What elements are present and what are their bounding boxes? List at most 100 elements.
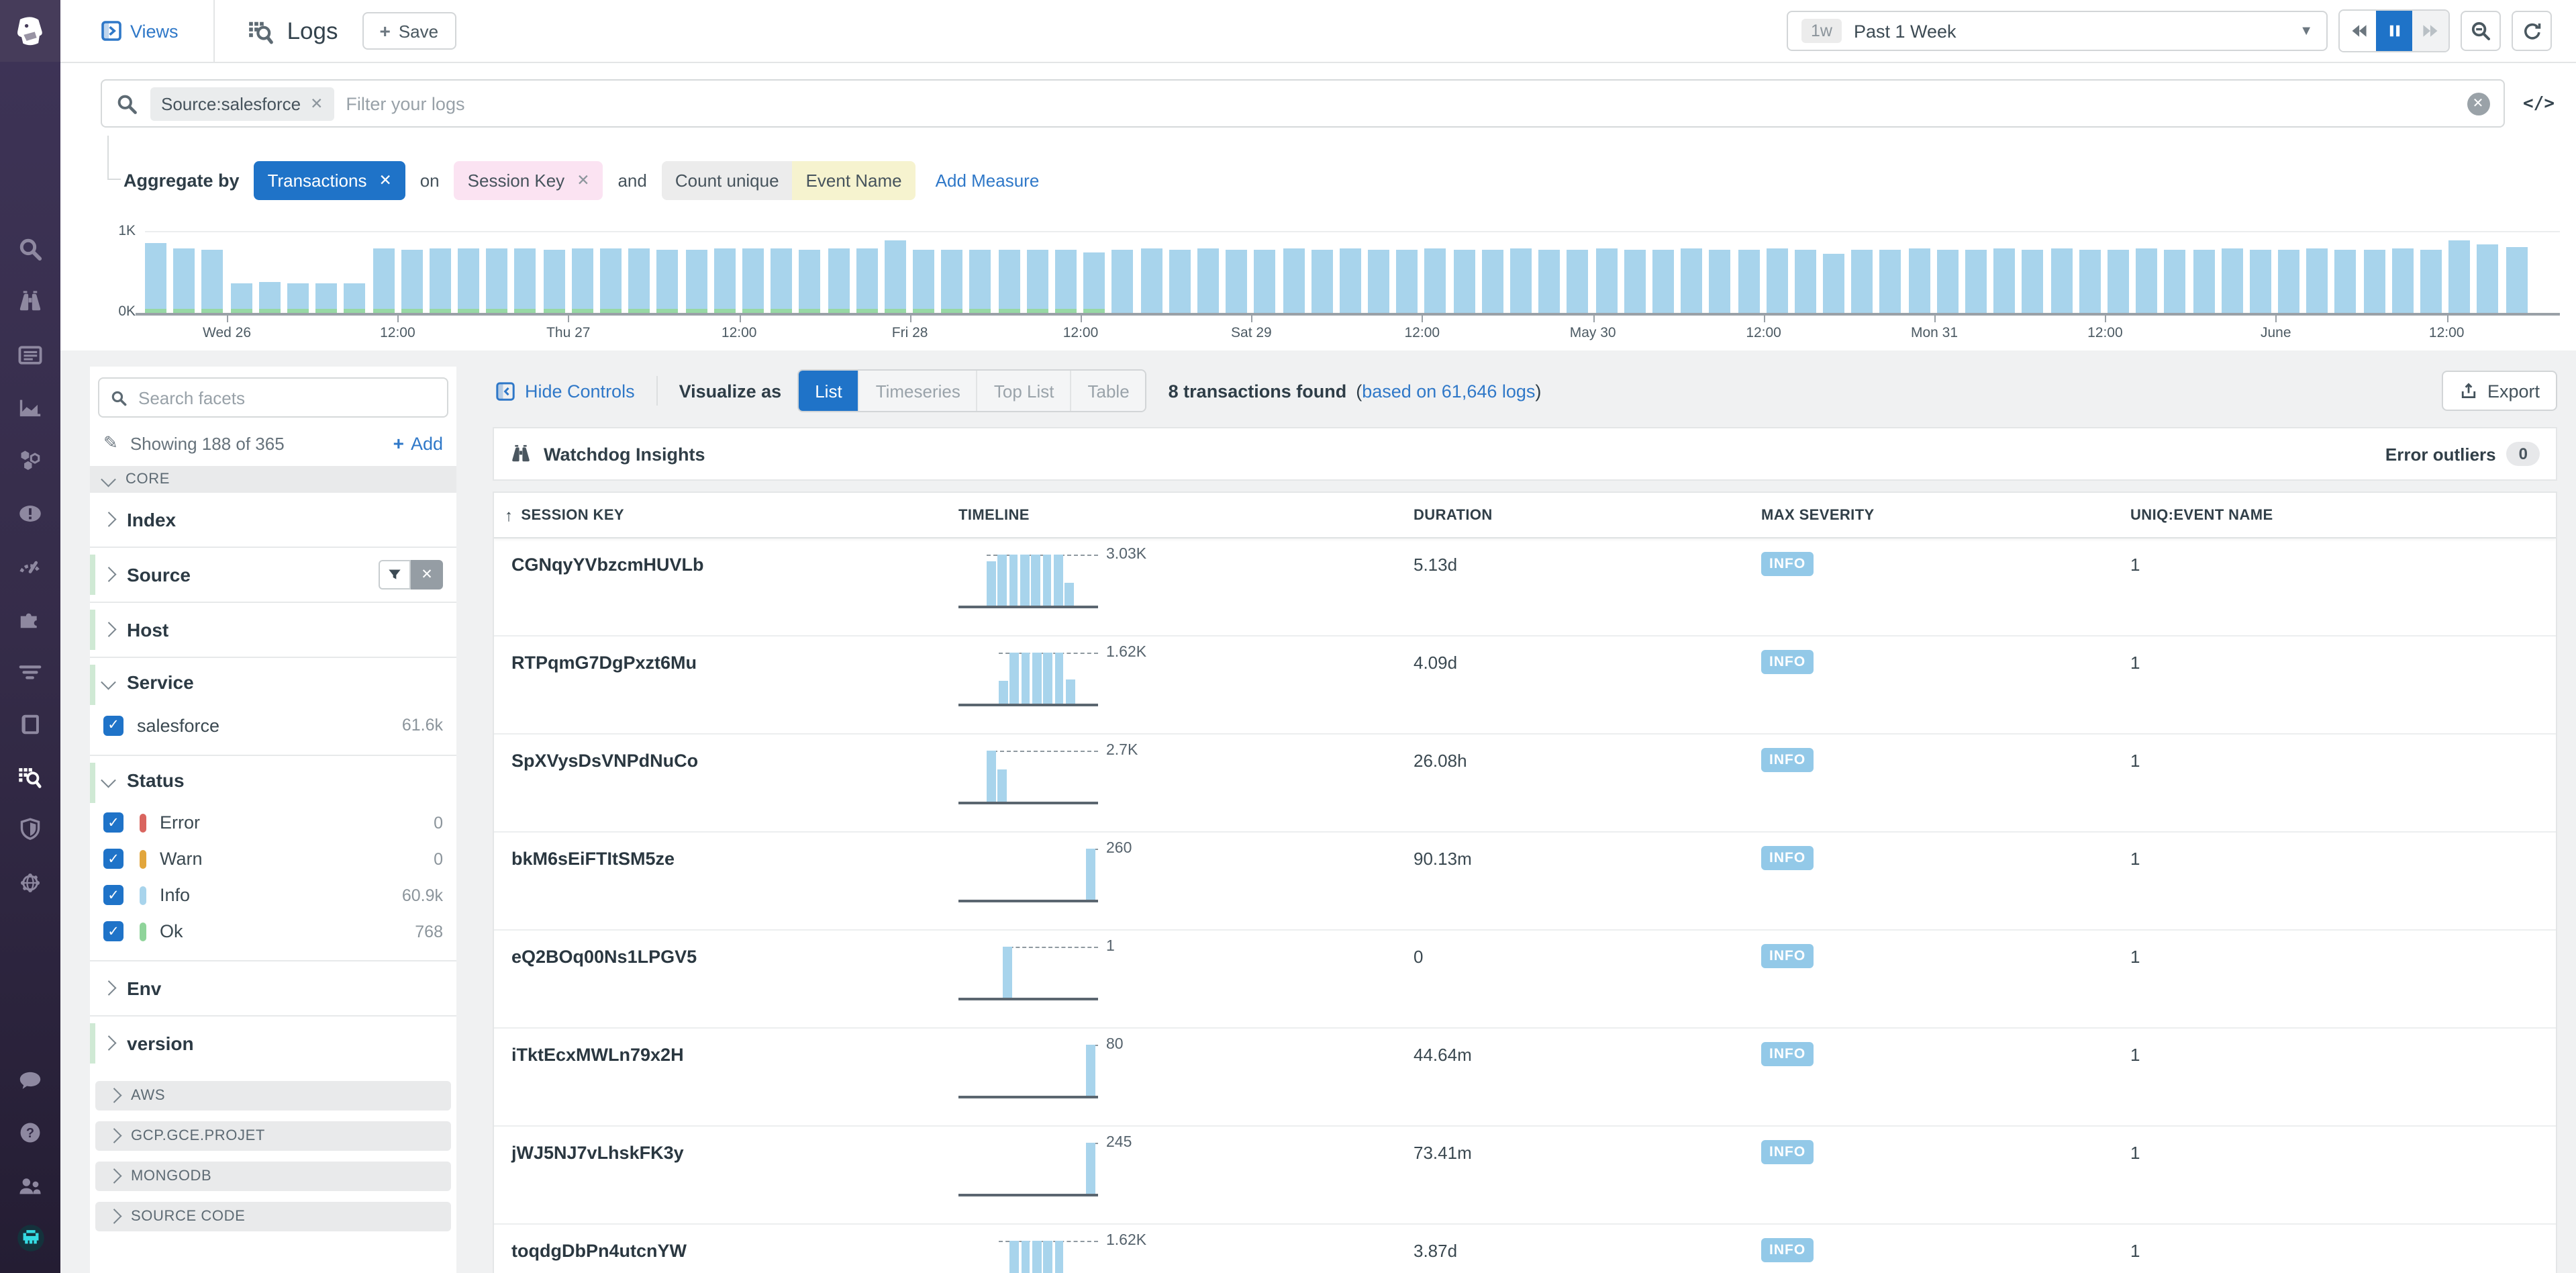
table-row[interactable]: iTktEcxMWLn79x2H 80 44.64m INFO 1 — [494, 1029, 2556, 1127]
nav-item-users[interactable] — [0, 1160, 60, 1213]
histogram-bar[interactable] — [2278, 249, 2300, 313]
table-row[interactable]: jWJ5NJ7vLhskFK3y 245 73.41m INFO 1 — [494, 1127, 2556, 1225]
histogram-bar[interactable] — [1538, 249, 1561, 313]
nav-item-help[interactable]: ? — [0, 1106, 60, 1160]
histogram-bar[interactable] — [1766, 248, 1788, 313]
histogram-bar[interactable] — [2448, 240, 2471, 313]
checkbox-checked[interactable]: ✓ — [103, 885, 123, 905]
histogram-bar[interactable] — [230, 283, 252, 313]
log-volume-chart[interactable]: 1K 0K Wed 26 12:00 Thu 27 12:00 Fri 28 12:00 S… — [60, 216, 2576, 350]
visualize-mode-top-list[interactable]: Top List — [976, 371, 1071, 411]
views-button[interactable]: Views — [101, 20, 179, 42]
facet-section-header-source-code[interactable]: SOURCE CODE — [95, 1202, 451, 1231]
visualize-mode-timeseries[interactable]: Timeseries — [858, 371, 977, 411]
histogram-bar[interactable] — [1624, 249, 1646, 313]
column-header-duration[interactable]: DURATION — [1414, 507, 1761, 523]
histogram-bar[interactable] — [315, 283, 338, 313]
table-row[interactable]: CGNqyYVbzcmHUVLb 3.03K 5.13d INFO 1 — [494, 538, 2556, 636]
add-facet-button[interactable]: + Add — [393, 432, 443, 454]
histogram-bar[interactable] — [1283, 248, 1304, 313]
time-backward-button[interactable] — [2340, 11, 2376, 51]
histogram-bar[interactable] — [828, 248, 849, 313]
histogram-bar[interactable] — [571, 248, 593, 313]
column-header-timeline[interactable]: TIMELINE — [958, 507, 1414, 523]
nav-item-avatar[interactable] — [0, 1212, 60, 1265]
time-range-select[interactable]: 1w Past 1 Week ▼ — [1787, 11, 2328, 51]
checkbox-checked[interactable]: ✓ — [103, 849, 123, 869]
histogram-bar[interactable] — [884, 240, 906, 313]
clear-facet-icon[interactable]: ✕ — [411, 560, 443, 590]
histogram-bar[interactable] — [685, 249, 707, 313]
facet-value-error[interactable]: ✓ Error 0 — [90, 804, 456, 841]
histogram-bar[interactable] — [1823, 253, 1845, 313]
histogram-bar[interactable] — [1794, 249, 1816, 313]
checkbox-checked[interactable]: ✓ — [103, 921, 123, 941]
watchdog-insights-bar[interactable]: Watchdog Insights Error outliers 0 — [493, 427, 2557, 481]
histogram-bar[interactable] — [1111, 249, 1134, 313]
histogram-bar[interactable] — [173, 248, 195, 313]
histogram-bar[interactable] — [1681, 248, 1703, 313]
checkbox-checked[interactable]: ✓ — [103, 715, 123, 735]
histogram-bar[interactable] — [486, 248, 508, 313]
facet-search-input[interactable]: Search facets — [98, 377, 448, 418]
facet-toggle-status[interactable]: Status — [90, 756, 456, 804]
histogram-bar[interactable] — [2136, 248, 2158, 313]
histogram-bar[interactable] — [1453, 249, 1475, 313]
histogram-bar[interactable] — [2221, 248, 2243, 313]
histogram-bar[interactable] — [913, 249, 935, 313]
table-row[interactable]: toqdgDbPn4utcnYW 1.62K 3.87d INFO 1 — [494, 1225, 2556, 1273]
histogram-bar[interactable] — [1993, 248, 2016, 313]
nav-item-synthetics[interactable] — [0, 540, 60, 593]
clear-search-icon[interactable]: ✕ — [2467, 92, 2490, 115]
histogram-bar[interactable] — [1083, 252, 1105, 313]
histogram-bar[interactable] — [1652, 249, 1674, 313]
facet-section-header-core[interactable]: CORE — [90, 466, 456, 493]
histogram-bar[interactable] — [1254, 249, 1276, 313]
edit-icon[interactable]: ✎ — [103, 432, 118, 453]
histogram-bar[interactable] — [1481, 249, 1503, 313]
pause-live-button[interactable] — [2376, 11, 2412, 51]
histogram-bar[interactable] — [2193, 249, 2214, 313]
facet-section-header-mongodb[interactable]: MONGODB — [95, 1162, 451, 1191]
histogram-bar[interactable] — [258, 282, 281, 313]
histogram-bar[interactable] — [145, 243, 166, 313]
histogram-bar[interactable] — [2050, 248, 2073, 313]
checkbox-checked[interactable]: ✓ — [103, 812, 123, 833]
nav-item-metrics[interactable] — [0, 381, 60, 434]
histogram-bar[interactable] — [543, 249, 565, 313]
histogram-bar[interactable] — [713, 248, 736, 313]
facet-toggle-version[interactable]: version — [90, 1017, 456, 1070]
hide-controls-button[interactable]: Hide Controls — [495, 381, 635, 401]
histogram-bar[interactable] — [998, 249, 1020, 313]
facet-value-ok[interactable]: ✓ Ok 768 — [90, 913, 456, 949]
nav-item-notebooks[interactable] — [0, 698, 60, 751]
measure-segment-event-name[interactable]: Event Name — [792, 160, 915, 199]
histogram-bar[interactable] — [1595, 248, 1618, 313]
histogram-bar[interactable] — [656, 249, 679, 313]
histogram-bar[interactable] — [429, 248, 451, 313]
histogram-bar[interactable] — [1140, 248, 1162, 313]
nav-item-service-map[interactable] — [0, 434, 60, 487]
save-button[interactable]: + Save — [362, 12, 456, 50]
histogram-bar[interactable] — [344, 283, 366, 313]
datadog-logo[interactable] — [0, 0, 60, 62]
histogram-bar[interactable] — [2164, 249, 2186, 313]
histogram-bar[interactable] — [628, 248, 650, 313]
histogram-bar[interactable] — [2249, 249, 2271, 313]
histogram-bar[interactable] — [1738, 249, 1759, 313]
histogram-bar[interactable] — [514, 248, 536, 313]
histogram-bar[interactable] — [1510, 248, 1532, 313]
histogram-bar[interactable] — [799, 249, 821, 313]
column-header-max-severity[interactable]: MAX SEVERITY — [1761, 507, 2130, 523]
histogram-bar[interactable] — [1879, 249, 1901, 313]
histogram-bar[interactable] — [1965, 249, 1987, 313]
refresh-button[interactable] — [2512, 11, 2552, 51]
histogram-bar[interactable] — [1908, 248, 1930, 313]
field-chip-session-key[interactable]: Session Key ✕ — [454, 160, 603, 199]
visualize-mode-table[interactable]: Table — [1070, 371, 1146, 411]
histogram-bar[interactable] — [1311, 249, 1333, 313]
histogram-bar[interactable] — [2334, 249, 2357, 313]
facet-section-header-gcp-gce-projet[interactable]: GCP.GCE.PROJET — [95, 1121, 451, 1151]
histogram-bar[interactable] — [1709, 249, 1731, 313]
histogram-bar[interactable] — [742, 248, 764, 313]
